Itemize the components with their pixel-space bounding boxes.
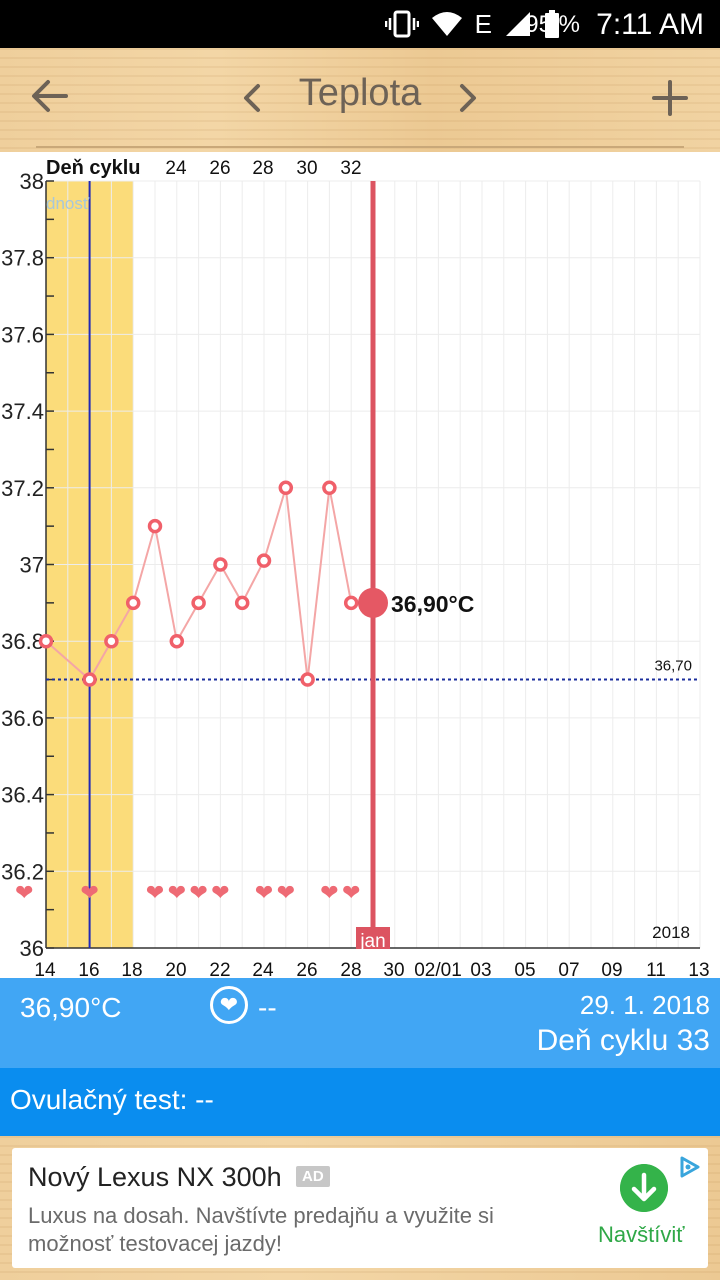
y-tick-label: 37.8 [1,246,44,271]
temperature-point [278,480,294,496]
wifi-icon [431,12,462,36]
x-tick-label: 22 [209,960,230,978]
ovulation-test-bar[interactable]: Ovulačný test: -- [0,1068,720,1136]
x-tick-label: 09 [601,960,622,978]
x-tick-label: 03 [470,960,491,978]
chevron-right-icon[interactable] [452,78,482,118]
temperature-point [322,480,337,496]
legend-fragment: dnosť [46,194,90,213]
ad-title[interactable]: Nový Lexus NX 300h [28,1162,282,1192]
heart-marker: ❤ [320,880,338,905]
heart-marker: ❤ [342,880,360,905]
heart-marker: ❤ [146,880,164,905]
temperature-point [125,595,141,611]
x-tick-label: 11 [646,960,666,978]
ad-banner[interactable]: Nový Lexus NX 300h AD Luxus na dosah. Na… [12,1148,708,1268]
header-divider [36,146,684,148]
temperature-point [213,557,228,572]
cycle-day-tick: 26 [209,158,230,179]
y-tick-label: 36 [20,936,44,961]
cycle-day-tick: 30 [296,158,317,179]
status-bar: E 95 % 7:11 AM [0,0,720,48]
temperature-point [147,518,163,534]
chart-canvas[interactable]: 38 37.8 37.6 37.4 37.2 37 36.8 36.6 36.4 36.2 36 36… [0,152,720,978]
y-tick-label: 37 [20,553,44,578]
ad-badge: AD [296,1166,330,1187]
vibrate-icon [384,10,419,38]
heart-value: -- [258,992,277,1023]
page-title: Teplota [298,72,422,114]
heart-marker: ❤ [211,880,229,905]
cycle-day: Deň cyklu 33 [536,1024,710,1057]
app-header: Teplota [0,48,720,152]
y-tick-label: 37.6 [1,322,44,347]
temperature-point [234,595,250,611]
day-info-bar[interactable]: 36,90°C ❤ -- 29. 1. 2018 Deň cyklu 33 [0,978,720,1068]
chevron-left-icon[interactable] [238,78,268,118]
y-tick-label: 36.4 [1,783,44,808]
y-tick-label: 37.2 [1,476,44,501]
signal-icon [506,12,530,36]
temperature-point [82,672,97,687]
cycle-day-axis-label: Deň cyklu [46,157,140,179]
temperature-chart[interactable]: 38 37.8 37.6 37.4 37.2 37 36.8 36.6 36.4 36.2 36 36… [0,152,720,978]
ovulation-test-label: Ovulačný test: -- [10,1084,214,1115]
temperature-point [343,595,359,611]
heart-marker: ❤ [189,880,207,905]
y-tick-label: 37.4 [1,399,44,424]
month-marker-label: jan [359,931,385,952]
x-tick-label: 07 [558,960,579,978]
x-tick-label: 20 [165,960,186,978]
battery-icon [545,10,559,38]
heart-marker: ❤ [277,880,295,905]
y-tick-label: 38 [20,169,44,194]
x-tick-label: 24 [252,960,274,978]
plus-icon[interactable] [648,76,692,120]
adchoices-icon[interactable] [676,1154,702,1180]
selected-point [358,587,388,618]
year-label: 2018 [652,923,690,942]
ad-container: Nový Lexus NX 300h AD Luxus na dosah. Na… [0,1136,720,1280]
x-tick-label: 16 [78,960,99,978]
download-arrow-icon[interactable] [620,1164,668,1212]
ad-body[interactable]: Luxus na dosah. Navštívte predajňu a vyu… [28,1203,494,1256]
x-tick-label: 02/01 [414,960,462,978]
selected-date: 29. 1. 2018 [579,990,710,1020]
clock: 7:11 AM [596,8,704,41]
x-tick-label: 13 [688,960,709,978]
y-tick-label: 36.2 [1,859,44,884]
status-icons: E [384,8,560,39]
back-arrow-icon[interactable] [30,76,70,116]
x-tick-label: 14 [34,960,56,978]
coverline-label: 36,70 [654,658,692,675]
heart-marker: ❤ [15,880,33,905]
x-tick-label: 05 [514,960,535,978]
temperature-point [104,633,119,649]
y-tick-label: 36.8 [1,629,44,654]
heart-marker: ❤ [80,880,98,905]
x-tick-label: 30 [383,960,404,978]
cycle-day-tick: 28 [252,158,273,179]
y-tick-label: 36.6 [1,706,44,731]
temperature-point [300,672,315,687]
heart-icon[interactable]: ❤ [210,986,248,1024]
month-marker-box [356,927,390,949]
temperature-point [38,633,54,649]
x-tick-label: 18 [121,960,142,978]
temperature-point [191,595,206,611]
x-tick-label: 26 [296,960,317,978]
cycle-day-tick: 24 [165,158,187,179]
x-tick-label: 28 [340,960,361,978]
ad-cta-button[interactable]: Navštíviť [598,1222,685,1247]
network-type-label: E [474,8,492,39]
selected-temperature: 36,90°C [20,992,122,1023]
temperature-point [256,553,272,568]
heart-marker: ❤ [255,880,273,905]
heart-marker: ❤ [168,880,186,905]
temperature-point [169,633,185,649]
cycle-day-tick: 32 [340,158,361,179]
battery-percent: 95 % [525,11,580,38]
selected-point-label: 36,90°C [391,591,474,617]
